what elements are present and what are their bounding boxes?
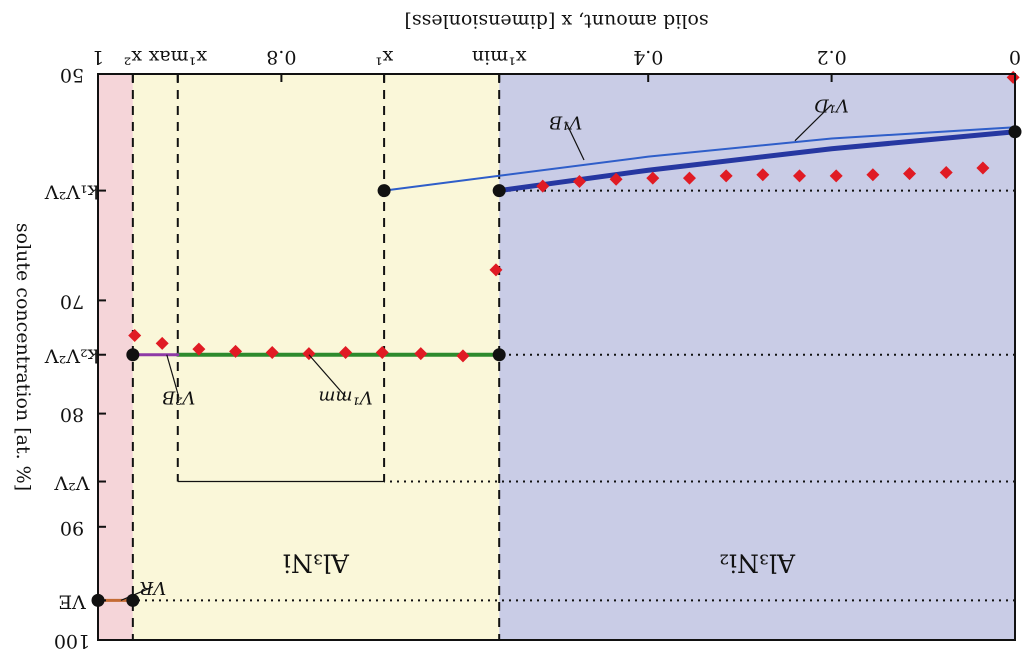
- data-marker: [719, 169, 733, 183]
- y-tick-label: 70: [60, 290, 84, 312]
- data-marker: [414, 347, 428, 361]
- data-marker: [192, 342, 206, 356]
- y-tick-label: 80: [60, 404, 84, 426]
- data-marker: [609, 172, 623, 186]
- y-axis-title: solute concentration [at. %]: [12, 223, 34, 491]
- curve-node: [492, 184, 506, 198]
- data-marker: [829, 169, 843, 183]
- data-marker: [646, 171, 660, 185]
- data-marker: [229, 344, 243, 358]
- curve-annotation: V¹B: [549, 112, 582, 133]
- data-marker: [302, 347, 316, 361]
- data-marker: [866, 168, 880, 182]
- data-marker: [489, 263, 503, 277]
- y-tick-label: k₂V²V: [45, 345, 99, 367]
- y-tick-label: k₁V²V: [45, 181, 99, 203]
- y-reference-lines: [132, 189, 1015, 602]
- data-marker: [456, 349, 470, 363]
- curve-node: [492, 348, 506, 362]
- annotation-leader: [565, 121, 585, 161]
- curve-annotation: V¹mm: [318, 387, 372, 408]
- data-marker: [572, 175, 586, 189]
- chart-labels: Al₃Ni₂ Al₃Ni 0 0.2 0.4 x¹min x¹ 0.8 x¹max x² 1 50 k₁…: [12, 10, 1021, 652]
- x-tick-label: x²: [124, 46, 142, 68]
- data-marker: [128, 328, 142, 342]
- data-marker: [265, 345, 279, 359]
- x-tick-label: 0.8: [266, 46, 296, 68]
- curve-annotation: V²B: [162, 387, 195, 408]
- y-tick-label: V²V: [54, 472, 90, 494]
- data-marker: [793, 169, 807, 183]
- data-series: [96, 126, 1018, 602]
- region-label: Al₃Ni₂: [719, 548, 796, 577]
- data-marker: [155, 336, 169, 350]
- data-marker: [375, 345, 389, 359]
- data-markers: [128, 70, 1020, 363]
- phase-region-1: [132, 74, 500, 640]
- series-line-0: [496, 129, 1018, 194]
- series-line-1: [383, 126, 1016, 192]
- phase-region-0: [499, 74, 1015, 640]
- x-reference-lines: [131, 74, 501, 640]
- annotation-leader: [308, 354, 347, 398]
- data-marker: [682, 171, 696, 185]
- plot-frame: [97, 73, 1016, 641]
- x-tick-label: x¹max: [148, 46, 207, 68]
- curve-node: [377, 184, 391, 198]
- data-marker: [976, 161, 990, 175]
- data-marker: [339, 345, 353, 359]
- data-marker: [756, 168, 770, 182]
- data-marker: [536, 179, 550, 193]
- x-tick-label: 0: [1009, 46, 1021, 68]
- region-label: Al₃Ni: [283, 548, 350, 577]
- x-axis-title: solid amount, x [dimensionless]: [404, 10, 708, 32]
- curve-nodes: [91, 125, 1022, 607]
- y-tick-label: VE: [58, 590, 87, 612]
- axes-frame: [97, 73, 1016, 641]
- x-tick-label: x¹: [375, 46, 393, 68]
- annotation-leader: [166, 354, 180, 397]
- x-tick-label: 0.2: [816, 46, 846, 68]
- curve-annotation: V¹D: [814, 95, 849, 116]
- x-tick-label: 1: [92, 46, 104, 68]
- y-tick-label: 90: [60, 517, 84, 539]
- data-marker: [903, 167, 917, 181]
- y-tick-label: 100: [54, 630, 90, 652]
- annotation-leader: [794, 104, 833, 142]
- data-marker: [939, 165, 953, 179]
- x-tick-label: 0.4: [633, 46, 663, 68]
- curve-node: [126, 348, 140, 362]
- phase-regions: [98, 74, 1015, 640]
- annotation-leader: [120, 586, 154, 601]
- x-tick-label: x¹min: [472, 46, 527, 68]
- curve-annotation: VR: [140, 577, 167, 598]
- y-tick-label: 50: [60, 64, 84, 86]
